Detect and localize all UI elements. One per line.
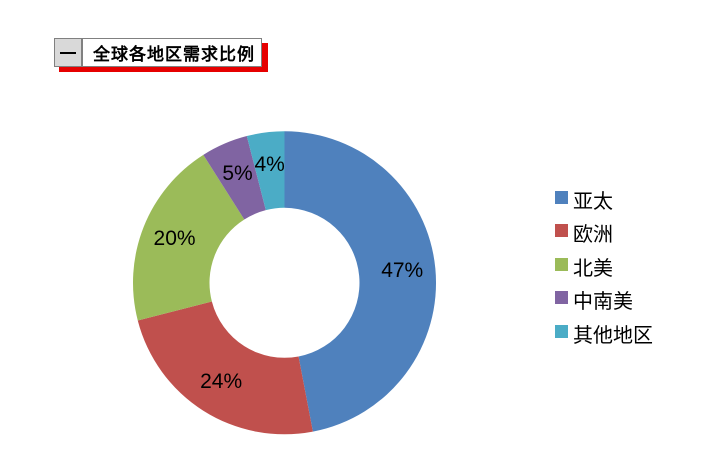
svg-text:24%: 24% — [200, 370, 242, 393]
svg-text:20%: 20% — [154, 227, 196, 250]
svg-text:5%: 5% — [222, 162, 252, 185]
svg-text:4%: 4% — [255, 153, 285, 176]
svg-text:47%: 47% — [381, 259, 423, 282]
